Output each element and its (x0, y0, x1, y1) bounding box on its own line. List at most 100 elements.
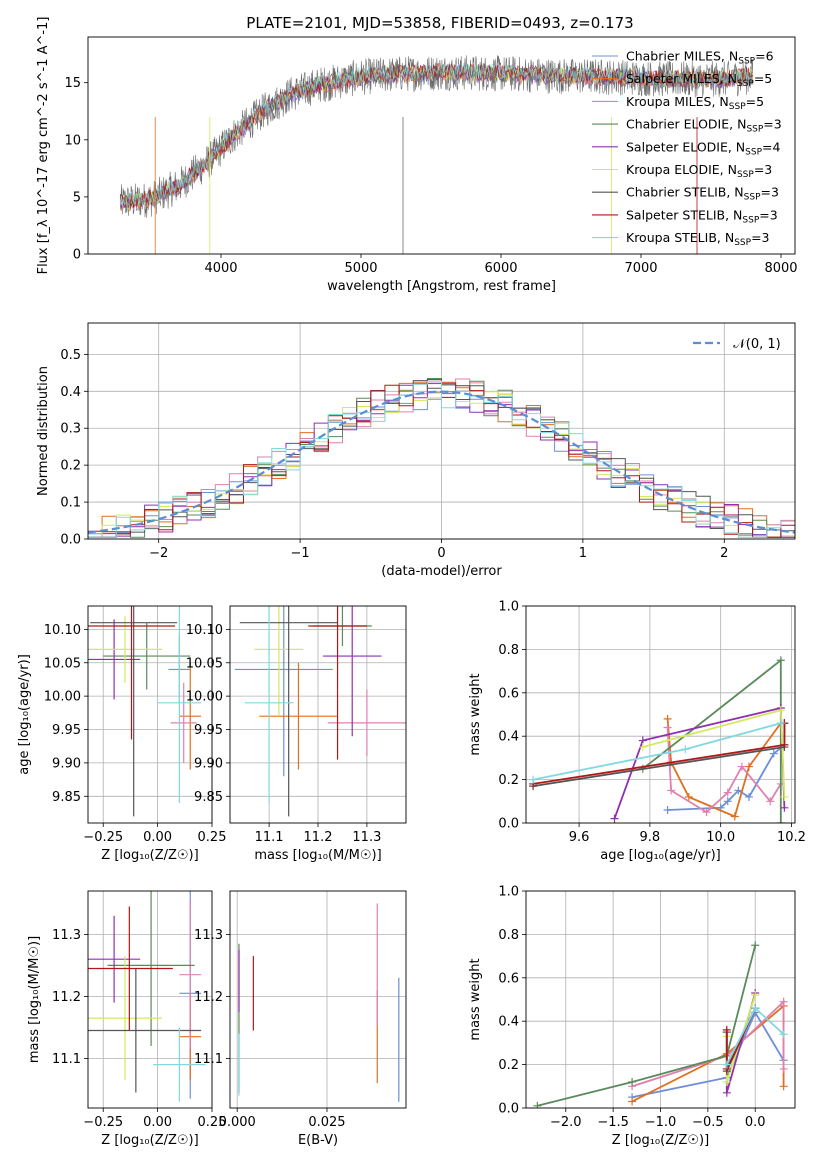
weight-point-marker (610, 814, 619, 823)
weight-point-marker (667, 786, 676, 795)
weight-point-marker (723, 788, 732, 797)
y-tick-label: 1.0 (498, 885, 519, 900)
y-tick-label: 10.10 (186, 623, 223, 638)
x-tick-label: 11.1 (255, 830, 284, 845)
axes-frame (229, 605, 407, 824)
y-tick-label: 0.8 (498, 928, 519, 943)
x-tick-label: 0 (437, 546, 445, 561)
y-tick-label: 9.90 (52, 756, 81, 771)
axes-frame (87, 605, 213, 824)
x-tick-label: −0.25 (83, 830, 123, 845)
axes-frame (87, 36, 796, 255)
y-tick-label: 9.95 (52, 723, 81, 738)
weight-point-marker (638, 743, 647, 752)
y-tick-label: 0.4 (60, 385, 81, 400)
weight-point-marker (779, 1064, 788, 1073)
weight-point-marker (776, 656, 785, 665)
x-tick-label: 1 (579, 546, 587, 561)
x-tick-label: 0.00 (143, 1115, 172, 1130)
y-tick-label: 10.05 (186, 656, 223, 671)
y-tick-label: 0.6 (498, 971, 519, 986)
chart-title: PLATE=2101, MJD=53858, FIBERID=0493, z=0… (246, 14, 633, 32)
weight-point-marker (723, 797, 732, 806)
weight-point-marker (779, 1030, 788, 1039)
y-axis-label: mass [log₁₀(M/M☉)] (27, 936, 42, 1063)
x-axis-label: Z [log₁₀(Z/Z☉)] (612, 1133, 709, 1148)
weight-point-marker (780, 803, 789, 812)
y-tick-label: 9.90 (194, 756, 223, 771)
x-tick-label: −1.5 (597, 1115, 629, 1130)
weight-point-marker (751, 941, 760, 950)
legend-entry: Chabrier STELIB, NSSP=3 (626, 185, 779, 203)
x-axis-label: (data-model)/error (381, 564, 502, 579)
x-tick-label: 0.25 (198, 830, 227, 845)
x-tick-label: 2 (720, 546, 728, 561)
y-tick-label: 0.8 (498, 643, 519, 658)
y-tick-label: 10 (64, 133, 81, 148)
y-tick-label: 0.5 (60, 348, 81, 363)
weight-point-marker (722, 1088, 731, 1097)
age-vs-mass-axes: 11.1 11.2 11.3 9.85 9.90 9.95 10.00 10.05 10.10 m… (186, 605, 407, 863)
x-tick-label: 0.025 (308, 1115, 345, 1130)
x-tick-label: −1 (291, 546, 310, 561)
x-axis-label: Z [log₁₀(Z/Z☉)] (101, 848, 198, 863)
x-tick-label: 9.6 (569, 830, 590, 845)
y-tick-label: 0.1 (60, 496, 81, 511)
y-tick-label: 0.2 (498, 1058, 519, 1073)
x-tick-label: 7000 (624, 261, 657, 276)
y-axis-label: mass weight (468, 673, 483, 755)
weight-point-marker (529, 775, 538, 784)
residual-axes: −2 −1 0 1 2 0.0 0.1 0.2 0.3 0.4 0.5 (data-model)/er… (36, 322, 796, 579)
x-tick-label: 9.8 (640, 830, 661, 845)
axes-frame (229, 890, 407, 1109)
x-tick-label: 0.0 (745, 1115, 766, 1130)
weight-point-marker (681, 745, 690, 754)
x-tick-label: 4000 (204, 261, 237, 276)
y-tick-label: 11.2 (52, 990, 81, 1005)
weight-vs-Z-axes: −2.0 −1.5 −1.0 −0.5 0.0 0.0 0.2 0.4 0.6 0.8 1.0 Z [… (468, 885, 796, 1148)
y-tick-label: 0.3 (60, 422, 81, 437)
y-axis-label: age [log₁₀(age/yr)] (17, 654, 32, 775)
weight-point-marker (734, 786, 743, 795)
y-tick-label: 9.85 (52, 790, 81, 805)
spectrum-axes: 4000 5000 6000 7000 8000 0 5 10 15 wavelength [An… (36, 17, 798, 294)
y-tick-label: 11.1 (52, 1052, 81, 1067)
y-tick-label: 0 (73, 248, 81, 263)
weight-point-marker (737, 762, 746, 771)
residual-histogram (88, 380, 795, 538)
weight-point-marker (744, 762, 753, 771)
x-tick-label: 10.0 (706, 830, 735, 845)
y-axis-label: mass weight (468, 958, 483, 1040)
weight-point-marker (702, 808, 711, 817)
x-axis-label: Z [log₁₀(Z/Z☉)] (101, 1133, 198, 1148)
weight-point-marker (779, 1082, 788, 1091)
axes-frame (87, 322, 796, 540)
weight-point-marker (776, 719, 785, 728)
weight-vs-age-plot-area (529, 656, 789, 823)
y-tick-label: 10.00 (44, 690, 81, 705)
weight-point-marker (663, 714, 672, 723)
weight-point-marker (722, 1077, 731, 1086)
weight-point-marker (663, 805, 672, 814)
mass-vs-Z-axes: −0.25 0.00 0.25 11.1 11.2 11.3 Z [log₁₀(Z/Z☉)]… (27, 890, 226, 1148)
y-axis-label: Flux [f_λ 10^-17 erg cm^-2 s^-1 A^-1] (36, 17, 51, 275)
legend-entry: Chabrier MILES, NSSP=6 (626, 49, 774, 67)
weight-point-marker (780, 792, 789, 801)
y-tick-label: 9.85 (194, 790, 223, 805)
age-vs-Z-axes: −0.25 0.00 0.25 9.85 9.90 9.95 10.00 10.05 10.10… (17, 605, 227, 863)
x-tick-label: 0.000 (219, 1115, 256, 1130)
y-tick-label: 0.2 (498, 773, 519, 788)
legend-entry: Kroupa ELODIE, NSSP=3 (626, 162, 772, 180)
weight-point-marker (751, 1004, 760, 1013)
normal-reference-curve (88, 390, 795, 534)
legend-entry: Salpeter MILES, NSSP=5 (626, 71, 772, 89)
mass-vs-ebv-plot-area (238, 903, 400, 1102)
x-tick-label: 11.2 (304, 830, 333, 845)
weight-point-marker (628, 1097, 637, 1106)
legend-entry: Salpeter ELODIE, NSSP=4 (626, 139, 781, 157)
weight-point-marker (751, 991, 760, 1000)
mass-vs-Z-plot-area (88, 891, 206, 1102)
x-tick-label: 10.2 (777, 830, 806, 845)
x-axis-label: age [log₁₀(age/yr)] (600, 848, 721, 863)
